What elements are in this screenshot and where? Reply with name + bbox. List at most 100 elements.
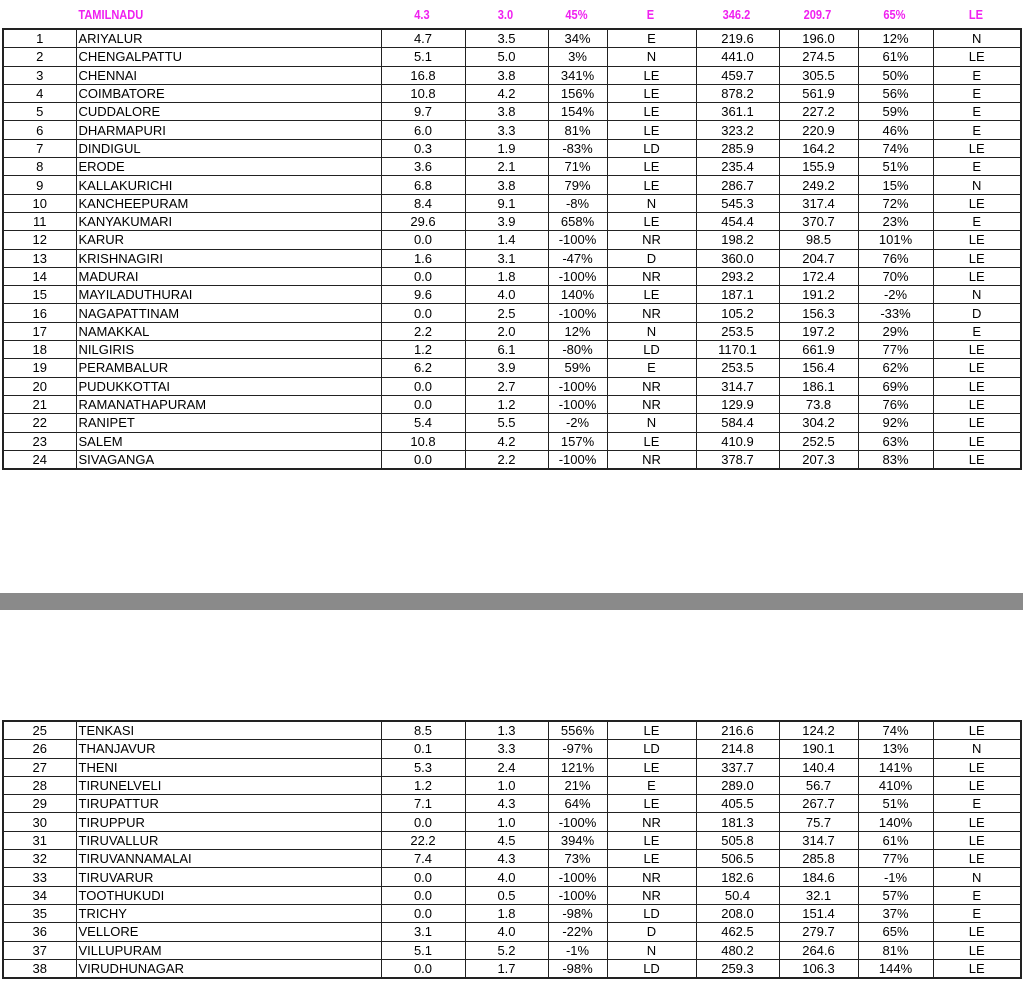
- cell-value: 0.0: [380, 230, 466, 250]
- cell-value: E: [932, 211, 1022, 232]
- table-row: 23 SALEM 10.8 4.2 157% LE 410.9 252.5 63% LE: [2, 431, 1022, 451]
- cell-value: 4.5: [464, 830, 549, 851]
- cell-value: 71%: [547, 157, 608, 177]
- cell-value: 98.5: [778, 230, 859, 250]
- cell-value: LE: [932, 230, 1022, 250]
- cell-value: E: [606, 358, 697, 378]
- table-row: 27 THENI 5.3 2.4 121% LE 337.7 140.4 141% LE: [2, 757, 1022, 777]
- row-number: 23: [2, 431, 77, 451]
- cell-value: -22%: [547, 922, 608, 942]
- cell-value: LE: [932, 413, 1022, 433]
- cell-value: 22.2: [380, 830, 466, 851]
- cell-value: 2.0: [464, 321, 549, 342]
- cell-value: LE: [932, 449, 1022, 470]
- district-name: SIVAGANGA: [75, 449, 382, 470]
- table-row: 1 ARIYALUR 4.7 3.5 34% E 219.6 196.0 12% N: [2, 28, 1022, 49]
- cell-value: 3.1: [380, 922, 466, 942]
- cell-value: -97%: [547, 739, 608, 759]
- cell-value: 0.0: [380, 266, 466, 287]
- cell-value: -2%: [857, 285, 934, 305]
- cell-value: 156%: [547, 83, 608, 104]
- cell-value: 3.6: [380, 157, 466, 177]
- table-row: 37 VILLUPURAM 5.1 5.2 -1% N 480.2 264.6 81% LE: [2, 940, 1022, 960]
- cell-value: E: [932, 157, 1022, 177]
- row-number: 4: [2, 83, 77, 104]
- cell-value: NR: [606, 303, 697, 323]
- district-name: CHENGALPATTU: [75, 47, 382, 67]
- cell-value: 0.0: [380, 449, 466, 470]
- cell-value: LE: [606, 175, 697, 195]
- state-value: E: [646, 7, 655, 22]
- cell-value: LE: [932, 849, 1022, 869]
- table-row: 6 DHARMAPURI 6.0 3.3 81% LE 323.2 220.9 46% E: [2, 120, 1022, 140]
- cell-value: 34%: [547, 28, 608, 49]
- table-row: 14 MADURAI 0.0 1.8 -100% NR 293.2 172.4 70% LE: [2, 266, 1022, 287]
- district-name: NAGAPATTINAM: [75, 303, 382, 323]
- cell-value: 274.5: [778, 47, 859, 67]
- row-number: 1: [2, 28, 77, 49]
- cell-value: 29.6: [380, 211, 466, 232]
- cell-value: 2.4: [464, 757, 549, 777]
- district-name: TIRUPPUR: [75, 812, 382, 832]
- cell-value: 3%: [547, 47, 608, 67]
- cell-value: LE: [606, 285, 697, 305]
- cell-value: 214.8: [695, 739, 780, 759]
- row-number: 14: [2, 266, 77, 287]
- cell-value: -2%: [547, 413, 608, 433]
- district-name: CHENNAI: [75, 65, 382, 85]
- cell-value: 141%: [857, 757, 934, 777]
- cell-value: 76%: [857, 394, 934, 415]
- table-row: 18 NILGIRIS 1.2 6.1 -80% LD 1170.1 661.9 77% LE: [2, 340, 1022, 360]
- row-number: 25: [2, 720, 77, 741]
- cell-value: 182.6: [695, 867, 780, 887]
- cell-value: 140%: [547, 285, 608, 305]
- cell-value: 12%: [857, 28, 934, 49]
- cell-value: LE: [606, 157, 697, 177]
- cell-value: 3.3: [464, 120, 549, 140]
- cell-value: -100%: [547, 376, 608, 396]
- row-number: 32: [2, 849, 77, 869]
- state-summary-header: TAMILNADU 4.3 3.0 45% E 346.2 209.7 65% LE: [2, 5, 1022, 25]
- cell-value: 410%: [857, 775, 934, 796]
- cell-value: 0.0: [380, 376, 466, 396]
- row-number: 31: [2, 830, 77, 851]
- row-number: 26: [2, 739, 77, 759]
- table-row: 12 KARUR 0.0 1.4 -100% NR 198.2 98.5 101% LE: [2, 230, 1022, 250]
- cell-value: D: [606, 248, 697, 268]
- cell-value: LE: [932, 775, 1022, 796]
- cell-value: 2.2: [464, 449, 549, 470]
- cell-value: 3.8: [464, 175, 549, 195]
- row-number: 34: [2, 885, 77, 905]
- cell-value: 441.0: [695, 47, 780, 67]
- cell-value: 207.3: [778, 449, 859, 470]
- row-number: 30: [2, 812, 77, 832]
- cell-value: 5.1: [380, 940, 466, 960]
- row-number: 11: [2, 211, 77, 232]
- cell-value: 75.7: [778, 812, 859, 832]
- district-table-bottom: 25 TENKASI 8.5 1.3 556% LE 216.6 124.2 74% LE 26 TH…: [2, 720, 1022, 980]
- cell-value: -100%: [547, 885, 608, 905]
- district-name: ERODE: [75, 157, 382, 177]
- table-row: 17 NAMAKKAL 2.2 2.0 12% N 253.5 197.2 29% E: [2, 321, 1022, 342]
- cell-value: 220.9: [778, 120, 859, 140]
- cell-value: 4.3: [464, 794, 549, 814]
- cell-value: 5.5: [464, 413, 549, 433]
- row-number: 9: [2, 175, 77, 195]
- cell-value: LD: [606, 739, 697, 759]
- table-row: 33 TIRUVARUR 0.0 4.0 -100% NR 182.6 184.6 -1% N: [2, 867, 1022, 887]
- cell-value: N: [932, 28, 1022, 49]
- state-value: 346.2: [722, 7, 751, 22]
- cell-value: 6.8: [380, 175, 466, 195]
- row-number: 37: [2, 940, 77, 960]
- cell-value: LD: [606, 340, 697, 360]
- cell-value: 1.6: [380, 248, 466, 268]
- cell-value: 253.5: [695, 358, 780, 378]
- cell-value: 305.5: [778, 65, 859, 85]
- district-name: RANIPET: [75, 413, 382, 433]
- row-number: 27: [2, 757, 77, 777]
- cell-value: 10.8: [380, 431, 466, 451]
- district-name: TIRUNELVELI: [75, 775, 382, 796]
- cell-value: 92%: [857, 413, 934, 433]
- cell-value: E: [932, 794, 1022, 814]
- cell-value: 69%: [857, 376, 934, 396]
